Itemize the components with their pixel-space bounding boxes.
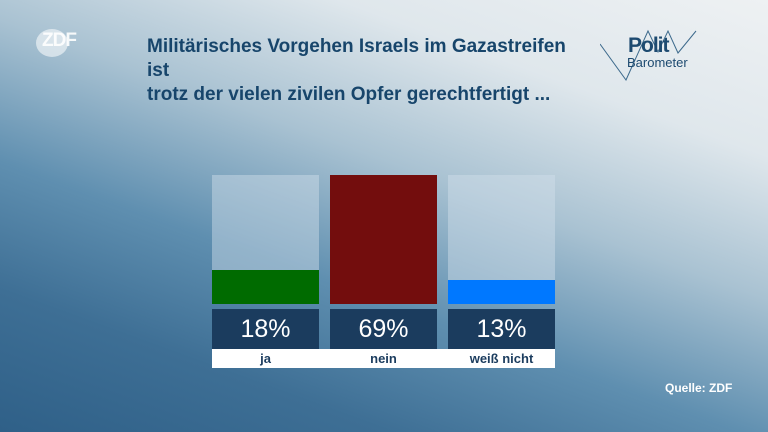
bar-track — [212, 175, 319, 304]
bar-track — [330, 175, 437, 304]
brand-barometer: Barometer — [627, 55, 688, 70]
zdf-logo — [36, 29, 68, 57]
politbarometer-logo-graphic — [600, 29, 697, 81]
data-label: 18% — [212, 309, 319, 349]
data-label: 69% — [330, 309, 437, 349]
bar — [448, 279, 555, 304]
category-label: weiß nicht — [448, 349, 555, 368]
title-line-2: trotz der vielen zivilen Opfer gerechtfe… — [147, 84, 551, 105]
source-note: Quelle: ZDF — [665, 381, 733, 395]
bar — [330, 175, 437, 304]
category-label: ja — [212, 349, 319, 368]
category-label: nein — [330, 349, 437, 368]
bar-track — [448, 175, 555, 304]
zdf-logo-text: ZDF — [42, 30, 77, 51]
data-label: 13% — [448, 309, 555, 349]
title-line-1: Militärisches Vorgehen Israels im Gazast… — [147, 36, 566, 81]
chart-title: Militärisches Vorgehen Israels im Gazast… — [147, 35, 567, 107]
brand-polit: Polit — [628, 34, 669, 57]
bar — [212, 270, 319, 304]
